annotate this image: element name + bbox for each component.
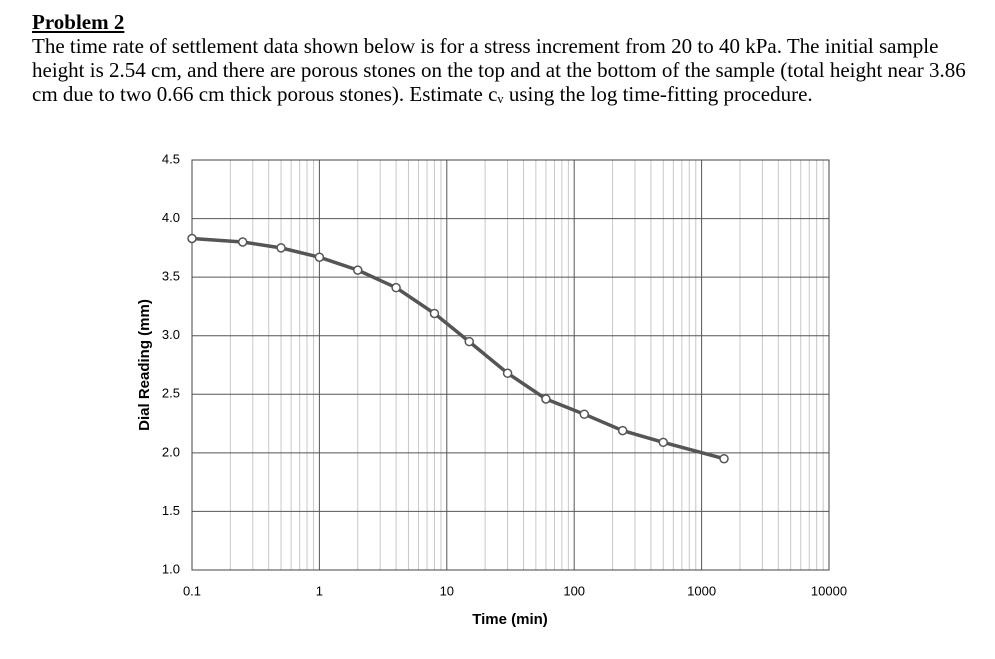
x-axis-label: Time (min) — [472, 611, 548, 628]
problem-title: Problem 2 — [32, 10, 125, 34]
data-point — [391, 282, 401, 293]
y-tick-label: 2.0 — [162, 444, 180, 459]
data-point — [429, 308, 440, 319]
data-point — [719, 453, 729, 464]
data-point — [237, 237, 248, 247]
data-point — [502, 368, 513, 378]
y-tick-label: 3.5 — [162, 269, 180, 284]
x-tick-label: 10 — [440, 583, 454, 598]
data-point — [353, 265, 363, 275]
y-tick-label: 3.0 — [162, 327, 180, 342]
x-tick-label: 1 — [316, 583, 323, 598]
data-point — [187, 233, 197, 244]
data-line — [191, 236, 725, 461]
data-point — [579, 409, 590, 419]
y-tick-label: 4.5 — [162, 151, 180, 166]
y-tick-label: 1.5 — [162, 503, 180, 518]
data-point — [658, 437, 668, 448]
plot-frame — [191, 159, 830, 571]
data-point — [541, 394, 551, 404]
data-point — [464, 336, 474, 347]
y-tick-label: 1.0 — [162, 561, 180, 576]
x-tick-label: 1000 — [687, 583, 716, 598]
data-point — [617, 425, 628, 436]
x-tick-label: 10000 — [811, 583, 847, 598]
x-tick-label: 100 — [563, 583, 585, 598]
y-axis-label: Dial Reading (mm) — [136, 299, 153, 431]
data-point — [276, 243, 286, 253]
y-tick-label: 4.0 — [162, 210, 180, 225]
problem: Problem 2 The time rate of settlement da… — [32, 10, 977, 106]
x-tick-label: 0.1 — [183, 583, 201, 598]
problem-text: The time rate of settlement data shown b… — [32, 34, 966, 106]
y-tick-label: 2.5 — [162, 386, 180, 401]
data-point — [314, 252, 325, 262]
